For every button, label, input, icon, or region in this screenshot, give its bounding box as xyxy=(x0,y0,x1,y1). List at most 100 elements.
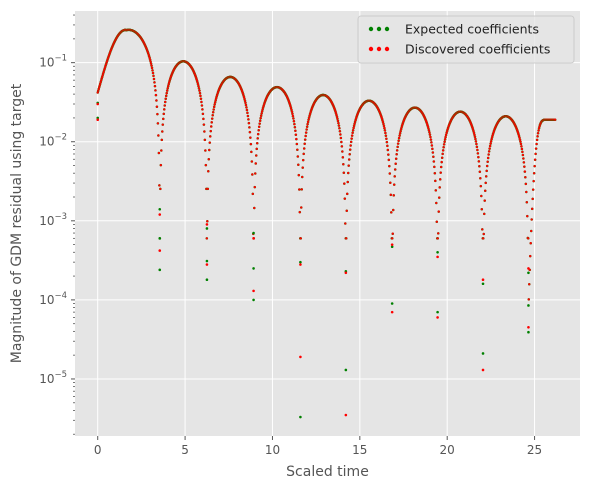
envelope-point-discovered xyxy=(399,130,402,133)
data-point xyxy=(252,289,255,293)
envelope-point-discovered xyxy=(164,97,167,100)
envelope-point-discovered xyxy=(335,115,339,118)
envelope-point-discovered xyxy=(484,181,487,185)
envelope-point-discovered xyxy=(348,153,351,156)
envelope-point-discovered xyxy=(295,137,298,141)
envelope-point-discovered xyxy=(213,101,217,104)
data-point xyxy=(158,207,162,211)
data-point xyxy=(390,302,394,305)
envelope-point-discovered xyxy=(351,129,355,132)
envelope-point-discovered xyxy=(302,158,305,162)
y-tick-label: 10−1 xyxy=(39,54,67,70)
envelope-point-discovered xyxy=(256,137,259,140)
envelope-point-discovered xyxy=(490,138,493,141)
envelope-point-discovered xyxy=(480,208,483,211)
data-point xyxy=(205,259,209,263)
envelope-point-discovered xyxy=(438,196,441,199)
envelope-point-discovered xyxy=(149,62,153,65)
envelope-point-discovered xyxy=(434,179,437,183)
envelope-point-discovered xyxy=(337,121,340,125)
envelope-point-discovered xyxy=(303,147,306,150)
envelope-point-discovered xyxy=(207,170,210,173)
legend-marker xyxy=(376,26,382,32)
envelope-point-discovered xyxy=(383,129,387,132)
data-point xyxy=(205,263,209,266)
envelope-point-discovered xyxy=(165,94,168,97)
data-point xyxy=(344,368,348,372)
envelope-point-discovered xyxy=(296,148,299,151)
axes: 0 5 10 15 20 25 10−5 10−4 10−3 10−2 10−1 xyxy=(39,14,542,457)
envelope-point-discovered xyxy=(439,171,442,174)
envelope-point-discovered xyxy=(528,283,531,286)
envelope-point-discovered xyxy=(156,112,159,116)
envelope-point-discovered xyxy=(437,210,440,213)
data-point xyxy=(158,237,162,240)
envelope-point-discovered xyxy=(427,127,430,130)
envelope-point-discovered xyxy=(159,187,162,191)
envelope-point-discovered xyxy=(523,165,526,168)
envelope-point-discovered xyxy=(243,97,246,100)
envelope-point-discovered xyxy=(293,126,297,129)
envelope-point-discovered xyxy=(249,136,252,139)
envelope-point-discovered xyxy=(151,71,155,75)
envelope-point-discovered xyxy=(531,197,534,200)
envelope-point-discovered xyxy=(523,170,527,173)
legend-marker xyxy=(384,26,390,32)
envelope-point-discovered xyxy=(290,108,293,111)
envelope-point-discovered xyxy=(301,166,304,169)
envelope-point-discovered xyxy=(150,66,154,70)
envelope-point-discovered xyxy=(437,232,440,235)
data-point xyxy=(390,243,394,246)
envelope-point-discovered xyxy=(435,201,438,205)
data-point xyxy=(527,330,530,334)
envelope-point-discovered xyxy=(383,126,386,130)
envelope-point-discovered xyxy=(213,105,216,109)
envelope-point-discovered xyxy=(396,142,400,145)
envelope-point-discovered xyxy=(159,164,162,167)
envelope-point-discovered xyxy=(336,117,339,120)
envelope-point-discovered xyxy=(208,141,211,144)
data-point xyxy=(527,267,530,270)
legend: Expected coefficients Discovered coeffici… xyxy=(357,15,575,64)
envelope-point-discovered xyxy=(487,156,490,160)
envelope-point-discovered xyxy=(440,165,443,169)
envelope-point-discovered xyxy=(388,164,391,168)
envelope-point-discovered xyxy=(210,125,213,128)
envelope-point-discovered xyxy=(342,163,345,166)
envelope-point-discovered xyxy=(521,153,525,157)
data-point xyxy=(205,278,209,282)
data-point xyxy=(205,223,209,226)
envelope-point-discovered xyxy=(340,140,343,144)
data-point xyxy=(158,249,162,252)
envelope-point-discovered xyxy=(522,157,525,160)
envelope-point-discovered xyxy=(335,113,338,117)
envelope-point-discovered xyxy=(530,229,533,233)
envelope-point-discovered xyxy=(211,114,214,117)
data-points xyxy=(96,28,557,419)
envelope-point-discovered xyxy=(350,137,353,140)
envelope-point-discovered xyxy=(248,126,251,129)
envelope-point-discovered xyxy=(257,132,260,136)
envelope-point-discovered xyxy=(431,151,435,154)
envelope-point-discovered xyxy=(152,74,155,78)
envelope-point-discovered xyxy=(391,232,394,235)
envelope-point-discovered xyxy=(393,183,396,186)
envelope-point-discovered xyxy=(203,138,207,142)
envelope-point-discovered xyxy=(302,152,305,156)
envelope-point-discovered xyxy=(443,140,446,143)
envelope-point-discovered xyxy=(537,129,540,132)
envelope-point-discovered xyxy=(397,139,400,142)
envelope-point-discovered xyxy=(441,152,444,156)
envelope-point-discovered xyxy=(441,149,445,152)
envelope-point-discovered xyxy=(246,114,250,118)
envelope-point-discovered xyxy=(524,176,527,179)
envelope-point-discovered xyxy=(201,108,204,111)
envelope-point-discovered xyxy=(292,117,295,120)
grid-lines xyxy=(75,11,580,436)
envelope-point-discovered xyxy=(251,173,254,176)
envelope-point-discovered xyxy=(156,122,160,125)
envelope-point-discovered xyxy=(444,133,448,137)
envelope-point-discovered xyxy=(477,160,481,163)
envelope-point-discovered xyxy=(255,147,258,151)
envelope-point-discovered xyxy=(294,133,298,136)
